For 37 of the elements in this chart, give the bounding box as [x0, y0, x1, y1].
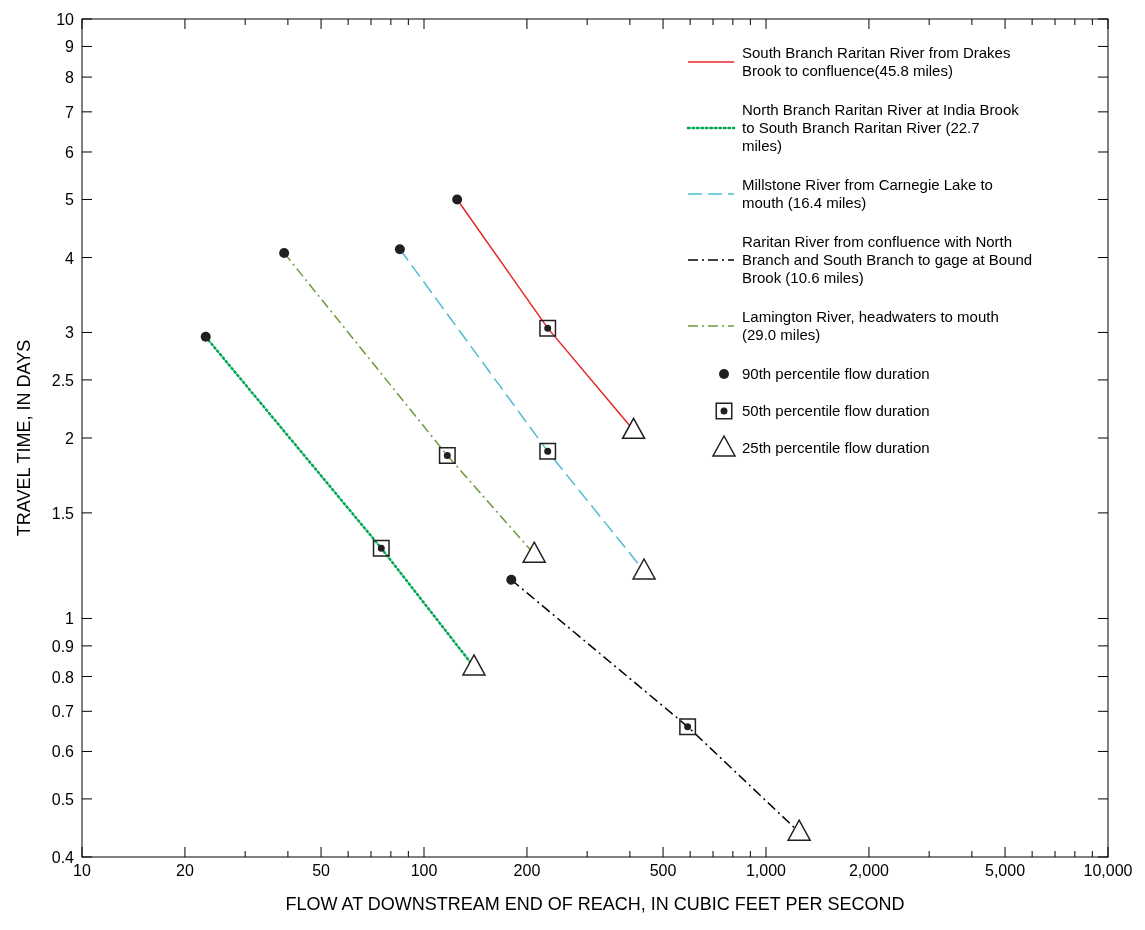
- x-tick-label: 1,000: [745, 862, 787, 879]
- x-tick-label: 500: [649, 862, 677, 879]
- y-tick-label: 0.9: [51, 637, 75, 655]
- y-tick-label: 3: [65, 324, 75, 342]
- y-tick-label: 10: [56, 11, 75, 28]
- x-tick-label: 100: [410, 862, 438, 879]
- legend-label: 50th percentile flow duration: [742, 402, 930, 419]
- legend-label: South Branch Raritan River from Drakes Brook to confluence(45.8 miles): [742, 44, 1011, 79]
- legend-label: North Branch Raritan River at India Brook to South Branch Raritan River (22.7 miles): [742, 101, 1020, 154]
- x-tick-label: 50: [312, 862, 331, 879]
- y-tick-label: 8: [65, 69, 75, 87]
- y-tick-label: 5: [65, 191, 75, 209]
- y-tick-label: 6: [65, 143, 75, 161]
- x-tick-label: 5,000: [985, 862, 1026, 879]
- x-tick-label: 200: [513, 862, 541, 879]
- x-tick-label: 2,000: [848, 862, 890, 879]
- y-tick-label: 0.8: [51, 668, 75, 686]
- y-tick-label: 9: [65, 38, 75, 56]
- y-tick-label: 2.5: [51, 371, 75, 389]
- x-tick-label: 10,000: [1083, 862, 1133, 879]
- y-tick-label: 1: [65, 610, 75, 628]
- legend-label: Raritan River from confluence with North Branch and South Branch to gage at Bound Brook (10.6 miles): [742, 233, 1033, 286]
- y-tick-label: 0.7: [51, 703, 75, 721]
- y-tick-label: 0.5: [51, 790, 75, 808]
- x-tick-label: 20: [176, 862, 194, 879]
- y-tick-label: 7: [65, 103, 75, 121]
- y-tick-label: 2: [65, 430, 75, 447]
- y-tick-label: 0.6: [51, 743, 75, 761]
- y-axis-title: TRAVEL TIME, IN DAYS: [14, 339, 34, 537]
- y-tick-label: 1.5: [51, 504, 75, 522]
- legend-label: 25th percentile flow duration: [742, 439, 930, 456]
- legend-label: Lamington River, headwaters to mouth (29.0 miles): [742, 308, 999, 343]
- y-tick-label: 0.4: [51, 849, 75, 866]
- legend-label: 90th percentile flow duration: [742, 365, 930, 382]
- x-axis-title: FLOW AT DOWNSTREAM END OF REACH, IN CUBIC FEET PER SECOND: [285, 894, 905, 914]
- legend-label: Millstone River from Carnegie Lake to mouth (16.4 miles): [742, 176, 993, 211]
- y-tick-label: 4: [65, 249, 75, 267]
